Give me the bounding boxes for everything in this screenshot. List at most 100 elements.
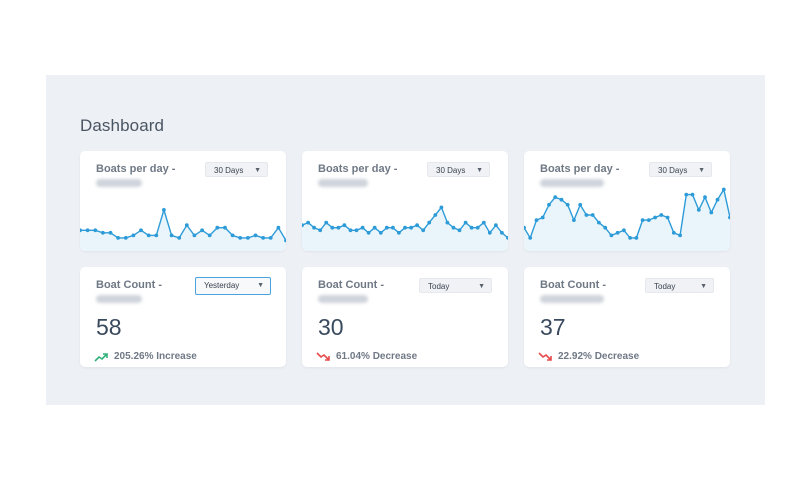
dashboard-panel: Dashboard Boats per day - 30 Days ▼ Boat… xyxy=(46,75,765,405)
chart-point xyxy=(684,192,689,197)
range-select[interactable]: Yesterday ▼ xyxy=(195,277,271,295)
chart-point xyxy=(553,195,558,200)
chart-point xyxy=(101,230,105,235)
chart-point xyxy=(366,230,371,235)
chart-point xyxy=(276,225,281,230)
chart-point xyxy=(572,218,576,222)
chart-point xyxy=(690,192,695,197)
chart-point xyxy=(445,220,450,225)
chart-point xyxy=(528,236,533,240)
chart-point xyxy=(238,236,243,240)
chart-point xyxy=(547,202,551,207)
chart-point xyxy=(540,215,545,220)
chart-point xyxy=(253,233,258,238)
chart-point xyxy=(306,220,310,225)
range-select[interactable]: 30 Days ▼ xyxy=(427,162,490,177)
chart-point xyxy=(703,195,707,200)
chart-point xyxy=(634,236,639,240)
chart-point xyxy=(463,220,468,225)
change-indicator: 61.04% Decrease xyxy=(316,350,417,364)
chart-point xyxy=(494,223,498,228)
chart-point xyxy=(330,225,335,230)
chart-point xyxy=(678,233,682,238)
boats-per-day-chart xyxy=(524,187,730,251)
chart-point xyxy=(215,225,220,230)
chart-point xyxy=(433,213,438,217)
chart-point xyxy=(597,220,601,225)
chart-point xyxy=(524,225,526,230)
chart-series-line xyxy=(524,187,730,240)
chart-point xyxy=(415,223,419,228)
boats-per-day-card-2: Boats per day - 30 Days ▼ xyxy=(302,151,508,251)
chart-point xyxy=(207,233,212,238)
chart-point xyxy=(487,230,492,235)
chart-point xyxy=(391,225,395,230)
chart-point xyxy=(439,205,444,210)
range-select-value: 30 Days xyxy=(436,166,466,175)
card-title: Boat Count - xyxy=(540,279,606,291)
boat-count-card-1: Boat Count - Yesterday ▼ 58 205.26% Incr… xyxy=(80,267,286,367)
chart-point xyxy=(640,218,645,222)
card-title: Boat Count - xyxy=(96,279,162,291)
chevron-down-icon: ▼ xyxy=(478,283,485,290)
card-title: Boats per day - xyxy=(540,163,620,175)
chart-point xyxy=(451,225,456,230)
chart-point xyxy=(500,230,504,235)
chart-point xyxy=(534,218,539,222)
page-title: Dashboard xyxy=(80,116,165,135)
chart-point xyxy=(475,225,480,230)
range-select[interactable]: Today ▼ xyxy=(419,278,492,293)
card-title: Boats per day - xyxy=(318,163,398,175)
chart-point xyxy=(403,225,407,230)
chart-point xyxy=(565,202,570,207)
chart-point xyxy=(200,228,204,233)
chart-point xyxy=(609,233,614,238)
chart-point xyxy=(146,233,151,238)
chart-point xyxy=(354,228,359,233)
chart-point xyxy=(169,233,174,238)
location-name-blurred xyxy=(540,295,604,303)
change-indicator: 205.26% Increase xyxy=(94,350,197,364)
card-title: Boat Count - xyxy=(318,279,384,291)
chevron-down-icon: ▼ xyxy=(700,283,707,290)
boat-count-value: 58 xyxy=(96,314,122,340)
change-text: 205.26% Increase xyxy=(114,351,197,362)
card-title: Boats per day - xyxy=(96,163,176,175)
chart-point xyxy=(653,215,657,220)
range-select-value: Today xyxy=(654,282,676,291)
boat-count-card-3: Boat Count - Today ▼ 37 22.92% Decrease xyxy=(524,267,730,367)
chart-point xyxy=(709,210,714,215)
chart-point xyxy=(628,236,632,240)
chevron-down-icon: ▼ xyxy=(254,167,261,174)
chart-point xyxy=(659,213,664,217)
range-select-value: 30 Days xyxy=(658,166,688,175)
chart-point xyxy=(80,228,82,233)
chart-point xyxy=(384,225,389,230)
chart-point xyxy=(116,236,120,240)
boats-per-day-card-3: Boats per day - 30 Days ▼ xyxy=(524,151,730,251)
boats-per-day-card-1: Boats per day - 30 Days ▼ xyxy=(80,151,286,251)
chart-point xyxy=(246,236,250,240)
boat-count-value: 30 xyxy=(318,314,344,340)
chart-area xyxy=(80,209,286,251)
range-select[interactable]: 30 Days ▼ xyxy=(649,162,712,177)
chart-point xyxy=(230,233,235,238)
trend-up-icon xyxy=(94,353,108,362)
change-indicator: 22.92% Decrease xyxy=(538,350,639,364)
range-select[interactable]: Today ▼ xyxy=(645,278,714,293)
location-name-blurred xyxy=(318,295,368,303)
chart-point xyxy=(590,213,595,217)
chart-point xyxy=(177,236,182,240)
chart-point xyxy=(696,208,701,212)
location-name-blurred xyxy=(318,179,368,187)
chart-point xyxy=(665,215,670,220)
chart-point xyxy=(324,220,329,225)
chevron-down-icon: ▼ xyxy=(257,282,264,289)
chart-point xyxy=(302,223,304,228)
chart-point xyxy=(108,230,113,235)
range-select[interactable]: 30 Days ▼ xyxy=(205,162,268,177)
boats-per-day-chart xyxy=(302,205,508,251)
chart-point xyxy=(715,197,720,202)
change-text: 61.04% Decrease xyxy=(336,351,418,362)
chart-point xyxy=(261,236,265,240)
